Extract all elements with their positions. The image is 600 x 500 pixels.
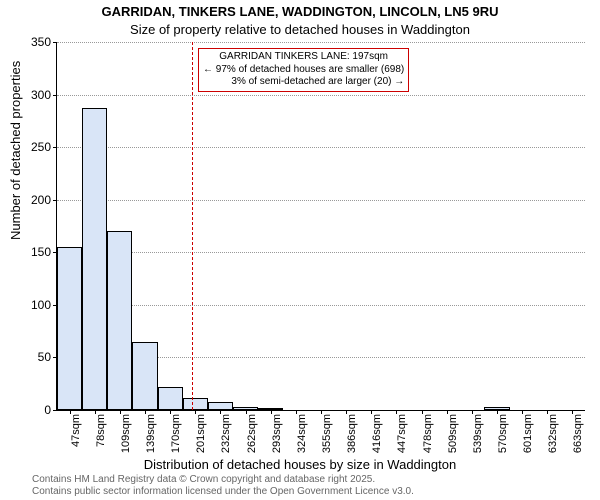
xtick-label: 78sqm (95, 414, 107, 447)
ytick-mark (53, 410, 57, 411)
ytick-label: 200 (31, 193, 51, 207)
grid-line (57, 252, 585, 253)
x-axis-label: Distribution of detached houses by size … (0, 457, 600, 472)
xtick-label: 232sqm (220, 414, 232, 453)
ytick-label: 350 (31, 35, 51, 49)
ytick-label: 0 (44, 403, 51, 417)
histogram-bar (57, 247, 82, 410)
annotation-line3: 3% of semi-detached are larger (20) → (203, 76, 404, 89)
ytick-label: 150 (31, 245, 51, 259)
histogram-bar (208, 402, 233, 410)
annotation-line2: ← 97% of detached houses are smaller (69… (203, 64, 404, 77)
xtick-label: 139sqm (145, 414, 157, 453)
footnote-line2: Contains public sector information licen… (32, 486, 414, 498)
annotation-line1: GARRIDAN TINKERS LANE: 197sqm (203, 51, 404, 64)
xtick-label: 201sqm (195, 414, 207, 453)
reference-vline (192, 42, 193, 410)
xtick-label: 355sqm (321, 414, 333, 453)
ytick-mark (53, 200, 57, 201)
histogram-bar (183, 398, 208, 410)
xtick-label: 478sqm (422, 414, 434, 453)
xtick-label: 170sqm (170, 414, 182, 453)
xtick-label: 109sqm (120, 414, 132, 453)
histogram-bar (107, 231, 132, 410)
xtick-label: 47sqm (70, 414, 82, 447)
chart-title-main: GARRIDAN, TINKERS LANE, WADDINGTON, LINC… (0, 4, 600, 19)
plot-area: 05010015020025030035047sqm78sqm109sqm139… (56, 42, 585, 411)
y-axis-label: Number of detached properties (8, 61, 23, 240)
grid-line (57, 147, 585, 148)
xtick-label: 509sqm (447, 414, 459, 453)
xtick-label: 570sqm (497, 414, 509, 453)
grid-line (57, 95, 585, 96)
ytick-mark (53, 147, 57, 148)
grid-line (57, 305, 585, 306)
histogram-bar (82, 108, 107, 410)
xtick-label: 293sqm (271, 414, 283, 453)
xtick-label: 262sqm (246, 414, 258, 453)
ytick-label: 250 (31, 140, 51, 154)
grid-line (57, 42, 585, 43)
footnote-line1: Contains HM Land Registry data © Crown c… (32, 474, 414, 486)
xtick-label: 663sqm (572, 414, 584, 453)
footnote: Contains HM Land Registry data © Crown c… (32, 474, 414, 498)
ytick-mark (53, 42, 57, 43)
xtick-label: 601sqm (522, 414, 534, 453)
xtick-label: 386sqm (346, 414, 358, 453)
xtick-label: 539sqm (472, 414, 484, 453)
histogram-bar (158, 387, 183, 410)
histogram-bar (132, 342, 157, 410)
chart-title-sub: Size of property relative to detached ho… (0, 22, 600, 37)
xtick-label: 416sqm (371, 414, 383, 453)
grid-line (57, 200, 585, 201)
xtick-label: 324sqm (296, 414, 308, 453)
annotation-box: GARRIDAN TINKERS LANE: 197sqm ← 97% of d… (198, 48, 409, 92)
xtick-label: 632sqm (547, 414, 559, 453)
chart-container: GARRIDAN, TINKERS LANE, WADDINGTON, LINC… (0, 0, 600, 500)
ytick-label: 300 (31, 88, 51, 102)
ytick-label: 50 (38, 350, 51, 364)
ytick-label: 100 (31, 298, 51, 312)
xtick-label: 447sqm (396, 414, 408, 453)
ytick-mark (53, 95, 57, 96)
